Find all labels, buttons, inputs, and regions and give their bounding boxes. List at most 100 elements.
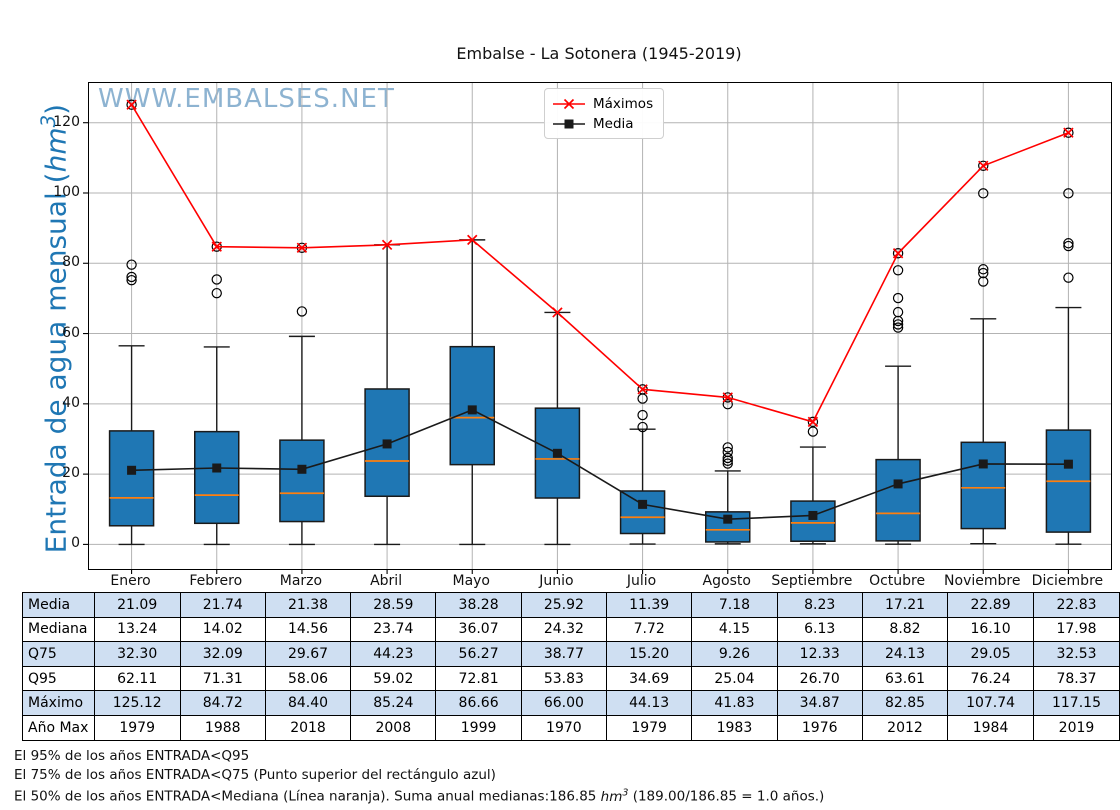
x-marker-icon [563,98,575,110]
box-noviembre [960,441,1006,530]
outlier-point [978,160,989,171]
table-cell: 2012 [861,714,949,741]
table-cell: 34.69 [606,665,693,692]
table-cell: 85.24 [350,690,437,716]
max-marker [807,416,819,428]
box-octubre [875,458,921,542]
table-cell: 22.83 [1032,592,1120,618]
table-cell: 14.02 [179,616,266,643]
outlier-point [892,248,904,259]
table-cell: 26.70 [776,665,863,692]
x-tick-label-julio: Julio [626,573,657,589]
table-cell: 11.39 [606,592,693,618]
media-marker [808,510,818,520]
outlier-point [1063,188,1074,199]
table-cell: 86.66 [435,690,522,716]
table-cell: 1970 [520,714,608,741]
table-cell: 24.32 [520,616,608,643]
table-cell: 76.24 [947,665,1034,692]
outlier-point [126,274,137,286]
table-cell: 29.67 [264,641,352,667]
table-cell: 107.74 [947,690,1034,716]
table-cell: 1999 [435,714,522,741]
table-cell: 21.74 [179,592,266,618]
chart-title: Embalse - La Sotonera (1945-2019) [456,44,742,63]
maximos-line [130,104,1069,423]
box-enero [108,430,155,527]
table-cell: 78.37 [1032,665,1120,692]
media-marker [212,463,222,473]
legend: Máximos Media [544,88,665,139]
x-tick-label-diciembre: Diciembre [1031,573,1104,589]
watermark: WWW.EMBALSES.NET [98,84,395,114]
media-marker [978,459,988,469]
table-cell: 71.31 [179,665,266,692]
table-row-media: Media 21.09 21.74 21.38 28.59 38.28 25.92 11.39… [22,592,1120,618]
table-cell: 32.30 [93,641,181,667]
table-cell: 38.77 [520,641,608,667]
media-marker [638,499,648,509]
table-cell: 44.13 [606,690,693,716]
outlier-point [1063,127,1074,138]
max-marker [722,392,733,403]
y-tick-label: 40 [62,394,80,411]
plot-area: WWW.EMBALSES.NET Máximos Media [83,82,1112,574]
table-cell: 117.15 [1032,690,1120,716]
outlier-point [892,292,904,304]
max-marker [126,99,137,110]
y-tick-label: 80 [62,254,80,271]
media-marker [893,479,903,489]
outlier-point [637,393,648,404]
outlier-point [978,188,989,199]
table-cell: 7.18 [691,592,778,618]
table-cell: 28.59 [350,592,437,618]
x-tick-label-mayo: Mayo [452,573,490,589]
y-axis-label-unit: hm [39,127,73,173]
table-row-label: Q75 [22,641,95,667]
media-marker [467,405,477,415]
outlier-point [892,315,904,327]
table-cell: 23.74 [350,616,437,643]
footnote-median-ratio: (189.00/186.85 = 1.0 años.) [628,788,825,805]
table-cell: 4.15 [691,616,778,643]
max-marker [978,160,989,171]
table-cell: 21.38 [264,592,352,618]
media-marker [1063,459,1073,469]
table-cell: 84.40 [264,690,352,716]
media-marker [297,464,307,474]
table-cell: 14.56 [264,616,352,643]
table-cell: 1979 [93,714,181,741]
max-marker [1063,127,1074,138]
outlier-point [637,421,648,433]
legend-label-media: Media [593,116,634,132]
table-cell: 36.07 [435,616,522,643]
square-marker-icon [564,119,574,129]
table-row-label: Año Max [22,714,95,741]
table-cell: 32.09 [179,641,266,667]
table-cell: 72.81 [435,665,522,692]
table-cell: 59.02 [350,665,437,692]
x-tick-label-febrero: Febrero [189,573,243,589]
outlier-point [211,287,222,299]
table-cell: 1983 [691,714,778,741]
table-row-label: Mediana [22,616,95,643]
table-cell: 38.28 [435,592,522,618]
y-tick-label: 120 [53,113,80,130]
outlier-point [722,458,733,469]
table-cell: 17.21 [861,592,949,618]
footnotes: El 95% de los años ENTRADA<Q95 El 75% de… [14,747,824,806]
outlier-point [722,398,733,410]
table-cell: 63.61 [861,665,949,692]
table-cell: 25.04 [691,665,778,692]
legend-item-maximos: Máximos [552,94,653,114]
max-marker [552,307,563,318]
outlier-point [126,271,137,283]
table-cell: 125.12 [93,690,181,716]
table-cell: 1988 [179,714,266,741]
outlier-point [722,442,733,453]
table-cell: 56.27 [435,641,522,667]
table-cell: 2008 [350,714,437,741]
outlier-point [296,306,308,317]
footnote-q75: El 75% de los años ENTRADA<Q75 (Punto su… [14,766,496,783]
table-cell: 82.85 [861,690,949,716]
